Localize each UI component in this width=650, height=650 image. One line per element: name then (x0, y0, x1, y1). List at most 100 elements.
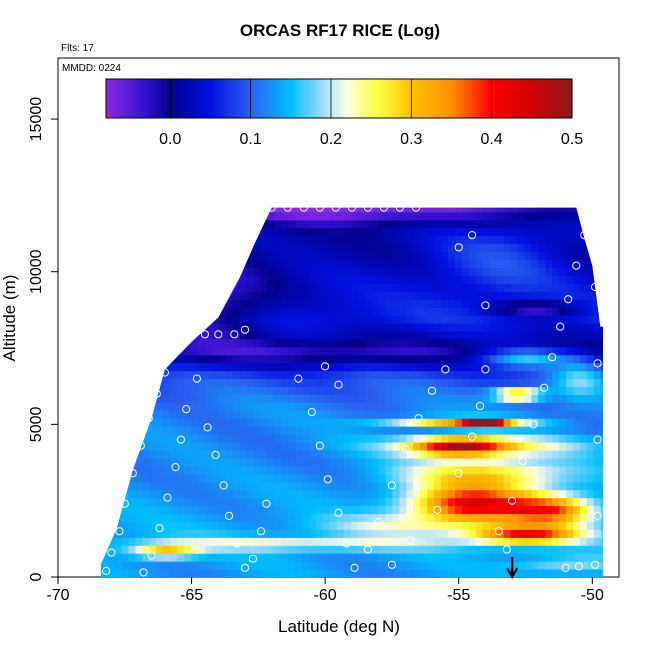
heatmap-cell (392, 473, 400, 483)
heatmap-cell (385, 275, 393, 284)
flight-point (331, 203, 340, 212)
heatmap-cell (274, 442, 282, 451)
heatmap-cell (336, 553, 345, 562)
heatmap-cell (121, 553, 130, 562)
heatmap-cell (517, 291, 525, 300)
heatmap-cell (524, 283, 532, 292)
heatmap-cell (295, 346, 303, 356)
heatmap-cell (503, 513, 512, 522)
heatmap-cell (559, 386, 567, 395)
heatmap-cell (580, 330, 588, 340)
heatmap-cell (593, 497, 602, 507)
heatmap-cell (552, 521, 560, 530)
heatmap-cell (281, 307, 289, 316)
heatmap-cell (281, 386, 289, 395)
colorbar-segment (455, 79, 460, 118)
heatmap-cell (267, 561, 275, 570)
heatmap-cell (211, 370, 220, 380)
heatmap-cell (468, 291, 477, 300)
heatmap-cell (371, 513, 380, 522)
colorbar-segment (270, 79, 276, 118)
heatmap-cell (232, 323, 241, 332)
heatmap-cell (413, 513, 421, 522)
heatmap-cell (573, 545, 581, 554)
heatmap-cell (364, 259, 373, 268)
heatmap-cell (406, 243, 414, 253)
heatmap-cell (461, 521, 470, 530)
heatmap-cell (204, 457, 213, 467)
heatmap-cell (399, 402, 407, 411)
heatmap-cell (295, 275, 303, 284)
heatmap-cell (552, 545, 560, 554)
heatmap-cell (461, 299, 470, 308)
heatmap-cell (323, 394, 331, 403)
heatmap-cell (524, 315, 532, 324)
heatmap-cell (586, 545, 595, 554)
heatmap-cell (295, 513, 303, 522)
colorbar-segment (170, 79, 175, 118)
heatmap-cell (316, 418, 324, 427)
heatmap-cell (260, 434, 268, 443)
flight-point (363, 203, 372, 212)
heatmap-cell (239, 386, 248, 395)
heatmap-cell (531, 442, 539, 451)
heatmap-cell (218, 338, 227, 348)
heatmap-cell (260, 521, 268, 530)
heatmap-cell (330, 207, 338, 213)
heatmap-cell (121, 505, 130, 515)
heatmap-cell (170, 553, 178, 562)
heatmap-cell (211, 354, 220, 364)
heatmap-cell (385, 561, 393, 570)
heatmap-cell (142, 569, 150, 577)
colorbar-segment (471, 79, 477, 118)
heatmap-cell (545, 569, 553, 577)
heatmap-cell (302, 362, 310, 372)
heatmap-cell (406, 529, 414, 538)
heatmap-cell (246, 315, 255, 324)
heatmap-cell (343, 545, 352, 554)
heatmap-cell (191, 378, 199, 388)
heatmap-cell (482, 450, 491, 459)
heatmap-cell (531, 338, 539, 348)
heatmap-cell (357, 259, 366, 268)
heatmap-cell (385, 330, 393, 340)
heatmap-cell (364, 207, 373, 213)
heatmap-cell (545, 315, 553, 324)
colorbar-segment (375, 79, 380, 118)
heatmap-cell (295, 426, 303, 435)
heatmap-cell (357, 426, 366, 435)
heatmap-cell (336, 529, 345, 538)
heatmap-cell (392, 307, 400, 316)
heatmap-cell (246, 465, 255, 475)
colorbar-segment (564, 79, 569, 118)
heatmap-cell (378, 227, 387, 237)
heatmap-cell (211, 338, 220, 348)
heatmap-cell (295, 207, 303, 213)
heatmap-cell (184, 362, 192, 372)
heatmap-cell (267, 402, 275, 411)
heatmap-cell (343, 307, 352, 316)
heatmap-cell (330, 426, 338, 435)
heatmap-cell (371, 537, 380, 546)
heatmap-cell (517, 338, 525, 348)
heatmap-cell (600, 545, 603, 554)
heatmap-cell (524, 386, 532, 395)
heatmap-cell (336, 434, 345, 443)
colorbar-segment (475, 79, 481, 118)
heatmap-cell (566, 315, 574, 324)
heatmap-cell (302, 545, 310, 554)
heatmap-cell (253, 386, 261, 395)
heatmap-cell (323, 489, 331, 499)
heatmap-cell (455, 386, 463, 395)
heatmap-cell (600, 362, 603, 372)
heatmap-cell (309, 227, 317, 237)
heatmap-cell (204, 410, 213, 419)
heatmap-cell (545, 434, 553, 443)
heatmap-cell (302, 207, 310, 213)
heatmap-cell (191, 505, 199, 515)
heatmap-cell (295, 219, 303, 229)
heatmap-cell (177, 537, 185, 546)
heatmap-cell (475, 442, 484, 451)
heatmap-cell (364, 283, 373, 292)
heatmap-cell (316, 386, 324, 395)
